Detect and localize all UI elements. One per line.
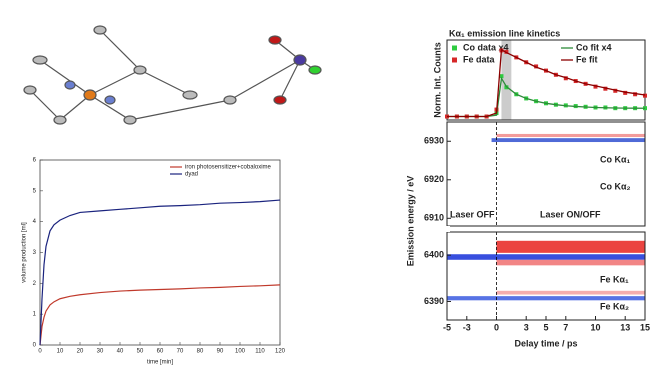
legend-label: Co fit x4 [576, 42, 612, 52]
heatmap-band [497, 241, 646, 253]
x-tick-label: 0 [494, 322, 499, 332]
x-tick-label: 10 [57, 349, 64, 355]
x-tick-label: 40 [117, 349, 124, 355]
plot-frame [40, 160, 280, 345]
annotation: Co Kα₂ [600, 181, 631, 191]
annotation: Fe Kα₂ [600, 301, 629, 311]
x-tick-label: 60 [157, 349, 164, 355]
molecule [24, 26, 321, 124]
x-tick-label: 70 [177, 349, 184, 355]
annotation: Fe Kα₁ [600, 274, 629, 284]
page: {"chart_data":[ {"type":"line","xlabel":… [0, 0, 651, 370]
line-series [40, 200, 280, 345]
y-tick-label: 2 [33, 281, 37, 287]
heatmap-band [447, 296, 645, 300]
heatmap-band [492, 138, 645, 142]
heatmap-band [447, 254, 645, 260]
legend-label: iron photosensitizer+cobaloxime [185, 165, 272, 171]
line-series [40, 285, 280, 345]
x-tick-label: 3 [524, 322, 529, 332]
y-tick-label: 3 [33, 250, 37, 256]
x-tick-label: 30 [97, 349, 104, 355]
y-axis-label: Norm. Int. Counts [432, 42, 442, 118]
y-tick-label: 6 [33, 158, 37, 164]
x-tick-label: 5 [543, 322, 548, 332]
x-tick-label: -5 [443, 322, 451, 332]
heatmap-band [497, 291, 646, 295]
x-tick-label: 13 [620, 322, 630, 332]
x-tick-label: 100 [235, 349, 246, 355]
x-axis-label: time [min] [147, 360, 173, 366]
legend-swatch [452, 46, 457, 51]
legend-swatch [452, 58, 457, 63]
heatmap-band [497, 134, 646, 137]
y-tick-label: 6910 [424, 213, 444, 223]
y-tick-label: 0 [33, 343, 37, 349]
x-axis-label: Delay time / ps [514, 338, 577, 348]
annotation: Co Kα₁ [600, 154, 631, 164]
y-tick-label: 6920 [424, 174, 444, 184]
x-tick-label: 15 [640, 322, 650, 332]
y-tick-label: 6390 [424, 296, 444, 306]
x-tick-label: 20 [77, 349, 84, 355]
heatmap-band [497, 260, 646, 266]
y-tick-label: 6400 [424, 250, 444, 260]
annotation: Laser ON/OFF [540, 209, 601, 219]
y-axis-label: Emission energy / eV [405, 176, 415, 267]
chart-title: Kα₁ emission line kinetics [449, 28, 560, 38]
x-tick-label: 80 [197, 349, 204, 355]
x-tick-label: 120 [275, 349, 286, 355]
x-tick-label: 10 [590, 322, 600, 332]
x-tick-label: 90 [217, 349, 224, 355]
y-tick-label: 1 [33, 312, 37, 318]
y-tick-label: 4 [33, 219, 37, 225]
legend-label: Fe data [463, 54, 496, 64]
axis-break [440, 226, 450, 232]
fit-line [447, 78, 645, 116]
x-tick-label: 50 [137, 349, 144, 355]
y-tick-label: 5 [33, 188, 37, 194]
y-tick-label: 6930 [424, 136, 444, 146]
x-tick-label: 110 [255, 349, 265, 355]
x-tick-label: -3 [463, 322, 471, 332]
annotation: Laser OFF [450, 209, 495, 219]
y-axis-label: volume production [ml] [22, 222, 28, 283]
legend-label: Fe fit [576, 54, 598, 64]
figure: 01234560102030405060708090100110120time … [0, 0, 651, 370]
legend-label: dyad [185, 172, 198, 178]
x-tick-label: 7 [563, 322, 568, 332]
x-tick-label: 0 [38, 349, 42, 355]
